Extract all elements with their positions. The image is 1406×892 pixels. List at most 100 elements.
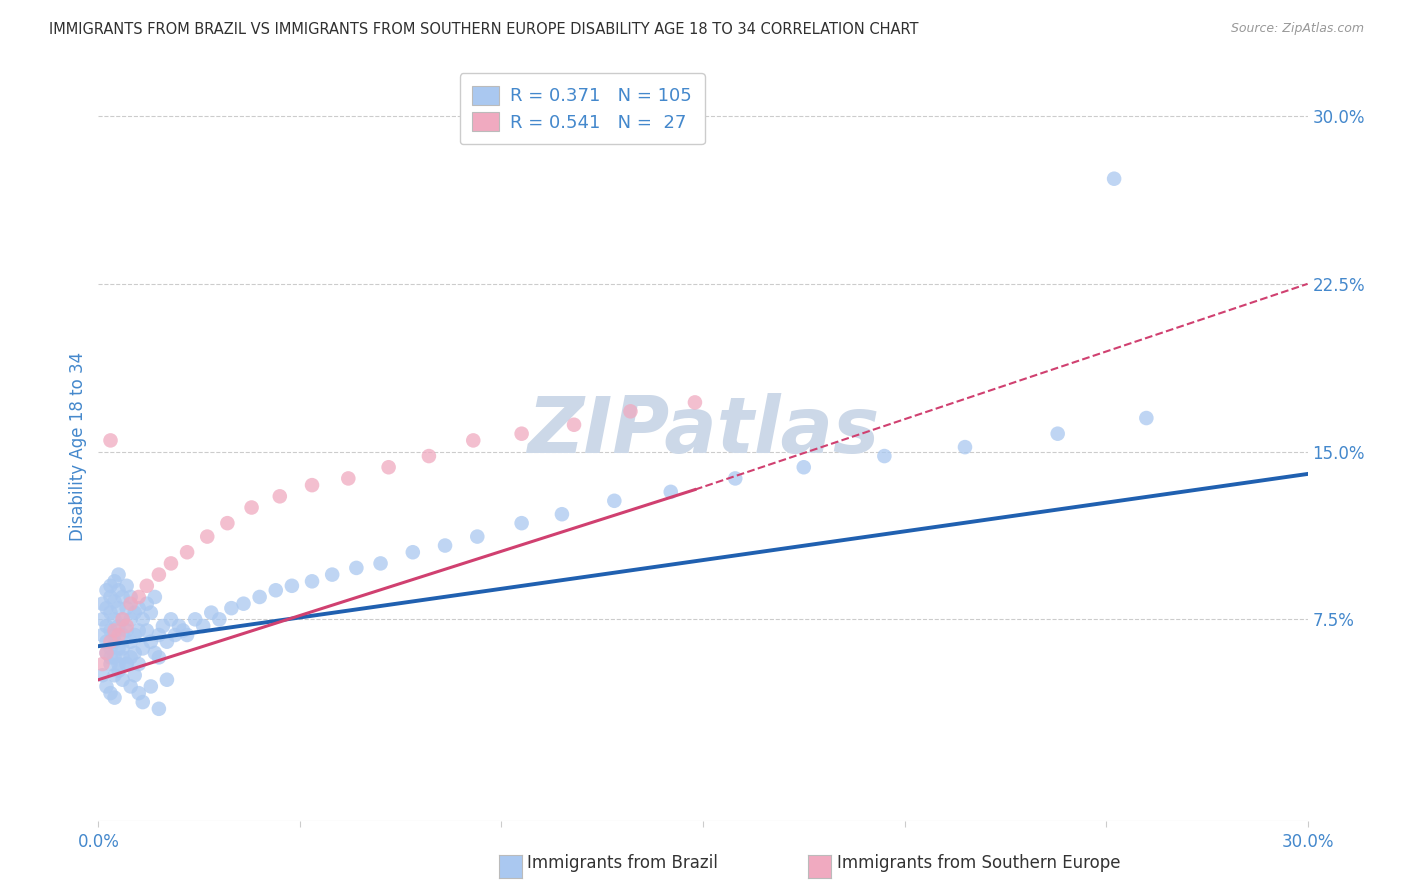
Point — [120, 680, 142, 694]
Point — [160, 557, 183, 571]
Point — [377, 460, 399, 475]
Point — [132, 612, 155, 626]
Point — [135, 579, 157, 593]
Point — [132, 695, 155, 709]
Point — [321, 567, 343, 582]
Point — [103, 668, 125, 682]
Point — [793, 460, 815, 475]
Point — [91, 657, 114, 671]
Point — [148, 702, 170, 716]
Point — [124, 668, 146, 682]
Point — [96, 634, 118, 648]
Point — [100, 686, 122, 700]
Point — [176, 545, 198, 559]
Point — [120, 597, 142, 611]
Point — [619, 404, 641, 418]
Point — [107, 664, 129, 678]
Point — [111, 650, 134, 665]
Point — [103, 594, 125, 608]
Point — [160, 612, 183, 626]
Point — [193, 619, 215, 633]
Point — [184, 612, 207, 626]
Point — [135, 597, 157, 611]
Text: IMMIGRANTS FROM BRAZIL VS IMMIGRANTS FROM SOUTHERN EUROPE DISABILITY AGE 18 TO 3: IMMIGRANTS FROM BRAZIL VS IMMIGRANTS FRO… — [49, 22, 918, 37]
Point — [124, 646, 146, 660]
Point — [172, 624, 194, 638]
Point — [103, 574, 125, 589]
Point — [953, 440, 976, 454]
Point — [217, 516, 239, 531]
Point — [269, 489, 291, 503]
Point — [111, 673, 134, 687]
Point — [337, 471, 360, 485]
Point — [128, 624, 150, 638]
Point — [115, 657, 138, 671]
Point — [195, 530, 218, 544]
Point — [124, 606, 146, 620]
Point — [100, 624, 122, 638]
Point — [111, 612, 134, 626]
Point — [176, 628, 198, 642]
Point — [163, 628, 186, 642]
Point — [91, 597, 114, 611]
Point — [96, 619, 118, 633]
Point — [100, 634, 122, 648]
Point — [128, 590, 150, 604]
Point — [724, 471, 747, 485]
Point — [465, 530, 488, 544]
Point — [103, 624, 125, 638]
Point — [143, 590, 166, 604]
Point — [111, 628, 134, 642]
Point — [156, 673, 179, 687]
Text: Immigrants from Southern Europe: Immigrants from Southern Europe — [837, 855, 1121, 872]
Point — [240, 500, 263, 515]
Point — [120, 634, 142, 648]
Point — [463, 434, 485, 448]
Point — [91, 628, 114, 642]
Point — [100, 434, 122, 448]
Point — [148, 628, 170, 642]
Point — [281, 579, 304, 593]
Point — [103, 634, 125, 648]
Point — [139, 606, 162, 620]
Point — [551, 507, 574, 521]
Point — [107, 583, 129, 598]
Point — [128, 686, 150, 700]
Point — [135, 624, 157, 638]
Point — [100, 606, 122, 620]
Point — [91, 612, 114, 626]
Point — [107, 619, 129, 633]
Point — [111, 612, 134, 626]
Point — [1135, 411, 1157, 425]
Point — [120, 590, 142, 604]
Point — [148, 567, 170, 582]
Point — [100, 650, 122, 665]
Point — [120, 612, 142, 626]
Text: Immigrants from Brazil: Immigrants from Brazil — [527, 855, 718, 872]
Point — [107, 601, 129, 615]
Point — [232, 597, 254, 611]
Point — [96, 646, 118, 660]
Text: Source: ZipAtlas.com: Source: ZipAtlas.com — [1230, 22, 1364, 36]
Point — [100, 657, 122, 671]
Text: ZIPatlas: ZIPatlas — [527, 393, 879, 469]
Point — [96, 601, 118, 615]
Point — [107, 657, 129, 671]
Point — [301, 574, 323, 589]
Point — [152, 619, 174, 633]
Point — [96, 583, 118, 598]
Point — [107, 641, 129, 656]
Point — [128, 657, 150, 671]
Point — [143, 646, 166, 660]
Point — [124, 628, 146, 642]
Point — [107, 628, 129, 642]
Point — [91, 668, 114, 682]
Point — [221, 601, 243, 615]
Point — [96, 646, 118, 660]
Point — [115, 657, 138, 671]
Point — [103, 612, 125, 626]
Point — [510, 516, 533, 531]
Point — [103, 690, 125, 705]
Point — [1046, 426, 1069, 441]
Point — [115, 579, 138, 593]
